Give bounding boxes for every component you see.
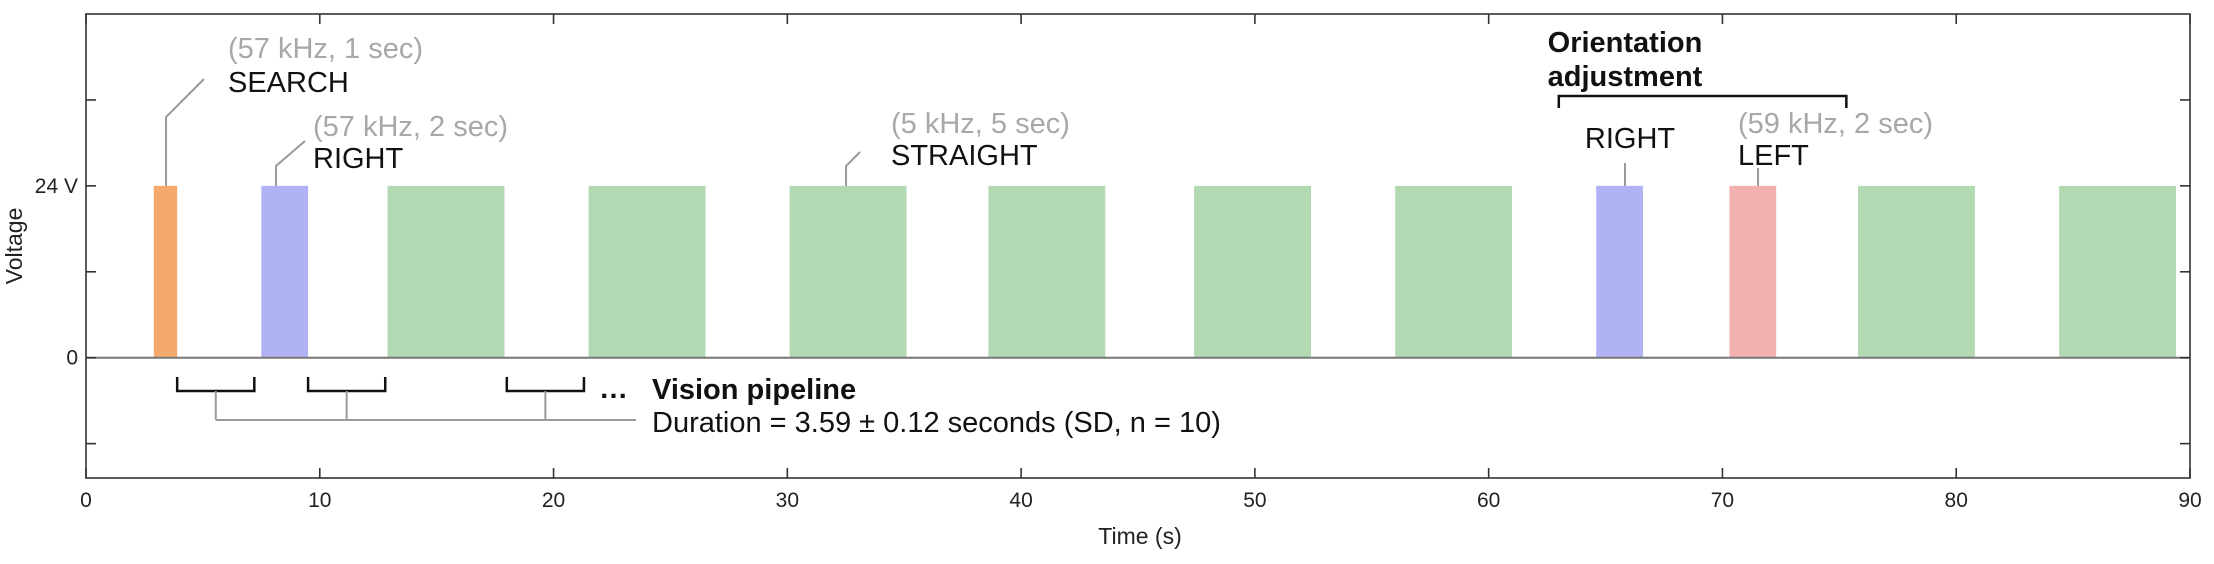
orientation-title-line1: Orientation — [1548, 27, 1703, 59]
y-tick-label-0: 24 V — [35, 175, 78, 198]
vision-bracket-3 — [505, 377, 586, 393]
pulse-straight-7 — [1194, 185, 1311, 358]
x-tick-label-90: 90 — [2178, 489, 2201, 512]
left-command-label: LEFT — [1738, 140, 1809, 172]
y-axis-ticks: 24 V 0 — [35, 99, 2190, 445]
search-leader — [165, 78, 205, 186]
right-param-label: (57 kHz, 2 sec) — [313, 111, 508, 143]
x-tick-label-60: 60 — [1477, 489, 1500, 512]
straight-param-label: (5 kHz, 5 sec) — [891, 108, 1070, 140]
x-tick-label-70: 70 — [1711, 489, 1734, 512]
x-tick-label-50: 50 — [1243, 489, 1266, 512]
pulse-left-10 — [1729, 185, 1777, 358]
x-tick-label-20: 20 — [542, 489, 565, 512]
orientation-bracket — [1557, 94, 1848, 108]
x-tick-label-80: 80 — [1945, 489, 1968, 512]
x-tick-label-0: 0 — [80, 489, 92, 512]
x-tick-label-10: 10 — [308, 489, 331, 512]
x-axis-title: Time (s) — [1098, 523, 1181, 549]
pulse-straight-4 — [588, 185, 706, 358]
straight-leader — [845, 151, 861, 186]
vision-bracket-1 — [175, 377, 256, 393]
y-axis-title: Voltage — [1, 208, 27, 285]
x-tick-label-40: 40 — [1009, 489, 1032, 512]
orientation-title-line2: adjustment — [1548, 61, 1703, 93]
y-tick-label-1: 0 — [66, 347, 78, 370]
vision-duration-label: Duration = 3.59 ± 0.12 seconds (SD, n = … — [652, 407, 1221, 439]
x-tick-label-30: 30 — [776, 489, 799, 512]
pulse-straight-3 — [387, 185, 505, 358]
x-axis-ticks: 0 10 20 30 40 50 60 70 80 90 — [80, 14, 2202, 512]
pulse-straight-8 — [1395, 185, 1513, 358]
pulse-right-9 — [1596, 185, 1643, 358]
vision-ellipsis: … — [599, 373, 628, 405]
vision-pipeline-brackets — [175, 377, 586, 393]
search-param-label: (57 kHz, 1 sec) — [228, 33, 423, 65]
right-second-command-label: RIGHT — [1585, 123, 1676, 155]
pulse-search-1 — [153, 185, 178, 358]
plot-frame — [85, 13, 2191, 479]
pulse-straight-6 — [988, 185, 1106, 358]
vision-duration-connectors — [214, 391, 636, 421]
pulse-straight-5 — [789, 185, 907, 358]
pulse-straight-12 — [2059, 185, 2176, 358]
vision-bracket-2 — [306, 377, 387, 393]
pulse-straight-11 — [1858, 185, 1975, 358]
left-param-label: (59 kHz, 2 sec) — [1738, 108, 1933, 140]
vision-pipeline-title: Vision pipeline — [652, 374, 856, 406]
voltage-pulses — [153, 185, 2176, 358]
pulse-right-2 — [261, 185, 309, 358]
straight-command-label: STRAIGHT — [891, 140, 1038, 172]
right-command-label: RIGHT — [313, 143, 404, 175]
search-command-label: SEARCH — [228, 67, 349, 99]
right-leader — [275, 140, 306, 186]
annotation-leaders — [165, 78, 1759, 186]
